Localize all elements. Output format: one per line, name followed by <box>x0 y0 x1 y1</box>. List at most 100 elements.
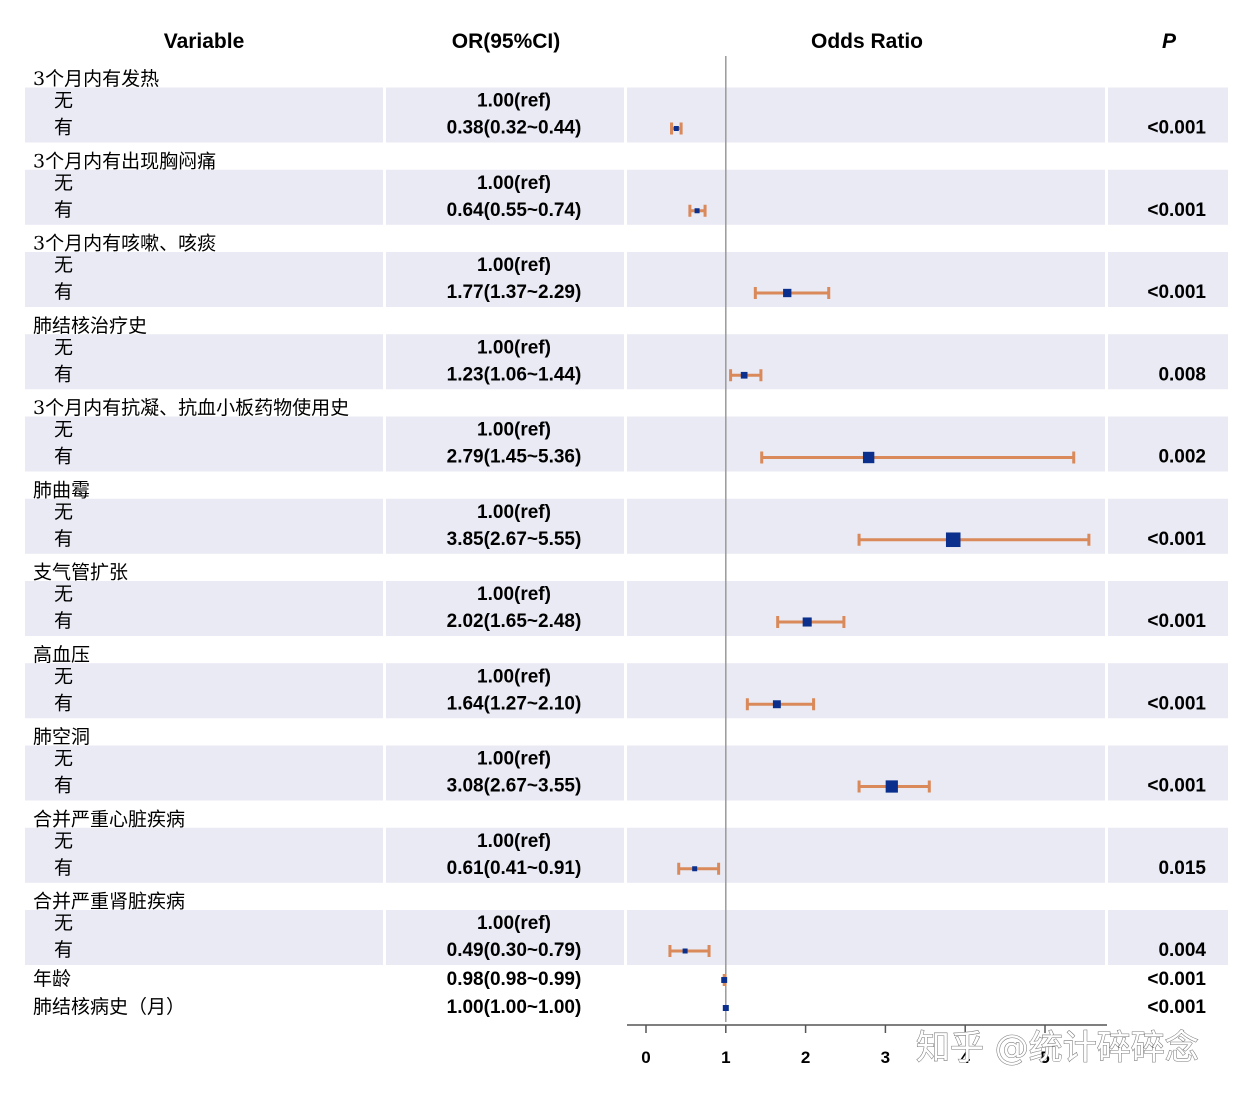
or-point <box>773 700 781 708</box>
or-ci-text: 0.38(0.32~0.44) <box>447 118 582 139</box>
row-band <box>627 417 1105 472</box>
single-label: 肺结核病史（月） <box>33 996 185 1018</box>
group-label: 3个月内有咳嗽、咳痰 <box>33 233 216 255</box>
or-point <box>683 949 688 954</box>
or-ci-text: 3.08(2.67~3.55) <box>447 776 582 797</box>
or-ci-text: 1.00(ref) <box>477 502 551 523</box>
or-ci-text: 0.64(0.55~0.74) <box>447 200 582 221</box>
row-band <box>627 581 1105 636</box>
row-band <box>627 88 1105 143</box>
or-ci-text: 0.61(0.41~0.91) <box>447 858 582 879</box>
level-label: 有 <box>54 528 73 550</box>
group-label: 3个月内有发热 <box>33 68 159 90</box>
group-label: 肺结核治疗史 <box>33 315 147 337</box>
or-point <box>674 126 679 131</box>
or-ci-text: 1.00(ref) <box>477 337 551 358</box>
tick-label: 2 <box>801 1048 810 1067</box>
row-band <box>627 252 1105 307</box>
group-label: 高血压 <box>33 644 90 666</box>
p-value: 0.004 <box>1158 940 1206 961</box>
level-label: 有 <box>54 692 73 714</box>
group-label: 肺曲霉 <box>33 479 90 501</box>
or-point <box>946 532 961 547</box>
p-value: 0.015 <box>1158 858 1206 879</box>
p-value: 0.002 <box>1158 447 1206 468</box>
tick-label: 3 <box>881 1048 890 1067</box>
p-value: <0.001 <box>1147 282 1206 303</box>
row-band <box>25 170 383 225</box>
group-label: 合并严重心脏疾病 <box>33 808 185 830</box>
or-ci-text: 2.79(1.45~5.36) <box>447 447 582 468</box>
or-point <box>783 289 791 297</box>
p-value: <0.001 <box>1147 529 1206 550</box>
or-point <box>723 1005 729 1011</box>
group-label: 3个月内有抗凝、抗血小板药物使用史 <box>33 397 349 419</box>
or-ci-text: 1.00(ref) <box>477 420 551 441</box>
level-label: 有 <box>54 117 73 139</box>
row-band <box>627 746 1105 801</box>
or-ci-text: 1.77(1.37~2.29) <box>447 282 582 303</box>
or-point <box>741 372 748 379</box>
or-point <box>863 452 874 463</box>
p-value: <0.001 <box>1147 200 1206 221</box>
or-ci-text: 1.00(ref) <box>477 255 551 276</box>
header-p: P <box>1162 30 1177 53</box>
header-variable: Variable <box>164 30 245 53</box>
row-band <box>627 334 1105 389</box>
level-label: 无 <box>54 501 73 523</box>
row-band <box>25 828 383 883</box>
row-band <box>25 910 383 965</box>
level-label: 无 <box>54 583 73 605</box>
tick-label: 1 <box>721 1048 730 1067</box>
or-ci-text: 1.00(ref) <box>477 749 551 770</box>
p-value: <0.001 <box>1147 693 1206 714</box>
row-band <box>25 499 383 554</box>
row-band <box>25 663 383 718</box>
or-point <box>695 208 700 213</box>
p-value: 0.008 <box>1158 364 1206 385</box>
header-or: OR(95%CI) <box>452 30 561 53</box>
level-label: 无 <box>54 336 73 358</box>
group-label: 合并严重肾脏疾病 <box>33 891 185 913</box>
or-ci-text: 1.00(ref) <box>477 91 551 112</box>
level-label: 无 <box>54 172 73 194</box>
forest-mark <box>721 974 727 986</box>
level-label: 无 <box>54 90 73 112</box>
p-value: <0.001 <box>1147 997 1206 1018</box>
p-value: <0.001 <box>1147 118 1206 139</box>
row-bands <box>25 88 1228 966</box>
level-label: 无 <box>54 912 73 934</box>
header-odds-ratio: Odds Ratio <box>811 30 923 53</box>
or-ci-text: 3.85(2.67~5.55) <box>447 529 582 550</box>
level-label: 有 <box>54 857 73 879</box>
or-ci-text: 0.98(0.98~0.99) <box>447 969 582 990</box>
or-ci-text: 1.00(1.00~1.00) <box>447 997 582 1018</box>
or-point <box>886 780 898 792</box>
or-ci-text: 2.02(1.65~2.48) <box>447 611 582 632</box>
tick-label: 0 <box>641 1048 650 1067</box>
watermark: 知乎 @统计碎碎念 <box>916 1028 1199 1068</box>
group-label: 3个月内有出现胸闷痛 <box>33 150 216 172</box>
forest-mark <box>723 1005 729 1011</box>
column-headers: Variable OR(95%CI) Odds Ratio P <box>164 30 1177 53</box>
or-ci-text: 1.00(ref) <box>477 173 551 194</box>
or-ci-text: 0.49(0.30~0.79) <box>447 940 582 961</box>
row-band <box>25 746 383 801</box>
row-band <box>627 499 1105 554</box>
p-value: <0.001 <box>1147 969 1206 990</box>
level-label: 有 <box>54 363 73 385</box>
or-ci-text: 1.00(ref) <box>477 584 551 605</box>
level-label: 无 <box>54 830 73 852</box>
level-label: 无 <box>54 419 73 441</box>
or-point <box>803 617 812 626</box>
row-band <box>25 417 383 472</box>
row-band <box>627 828 1105 883</box>
or-ci-text: 1.00(ref) <box>477 831 551 852</box>
level-label: 有 <box>54 939 73 961</box>
row-band <box>627 663 1105 718</box>
single-label: 年龄 <box>33 968 71 990</box>
level-label: 有 <box>54 610 73 632</box>
row-band <box>25 581 383 636</box>
level-label: 有 <box>54 199 73 221</box>
